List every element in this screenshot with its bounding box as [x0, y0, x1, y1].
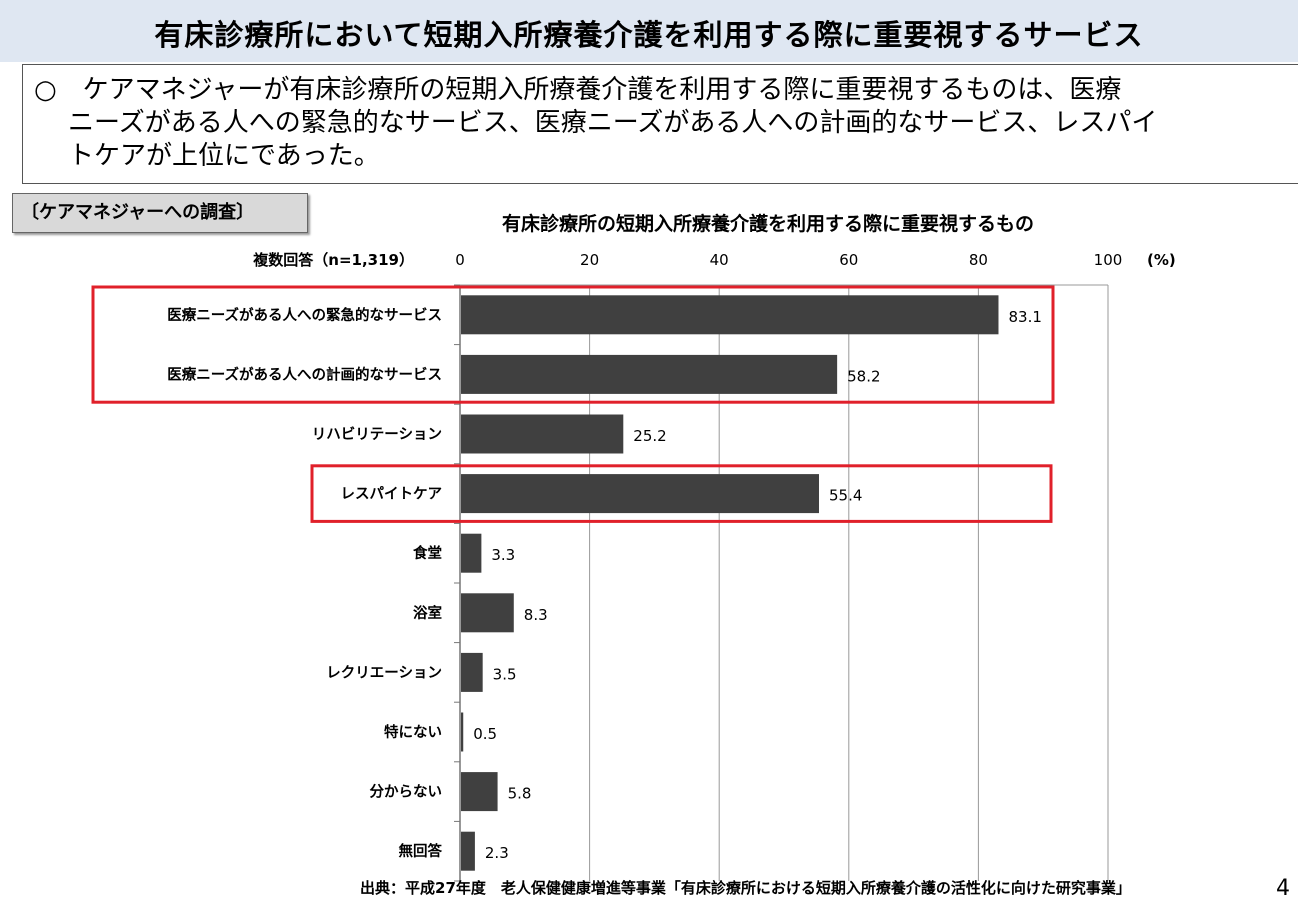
category-label: 食堂 [413, 544, 442, 562]
category-label: 分からない [370, 784, 443, 801]
source-citation: 出典：平成27年度 老人保健健康増進等事業「有床診療所における短期入所療養介護の… [360, 879, 1131, 897]
data-label: 55.4 [829, 487, 862, 505]
data-label: 5.8 [508, 785, 532, 803]
summary-line-2: ニーズがある人への緊急的なサービス、医療ニーズがある人への計画的なサービス、レス… [68, 108, 1158, 138]
highlight-frame [91, 285, 1055, 404]
category-label: レスパイトケア [341, 486, 443, 503]
header-band [0, 0, 1298, 62]
data-label: 8.3 [524, 606, 548, 624]
category-label: レクリエーション [326, 664, 442, 681]
data-label: 3.3 [491, 546, 515, 564]
x-tick-label: 0 [455, 251, 465, 269]
category-label: 医療ニーズがある人への緊急的なサービス [167, 306, 442, 324]
x-tick-label: 60 [839, 251, 858, 269]
response-note: 複数回答（n=1,319） [252, 251, 414, 269]
category-label: 浴室 [413, 604, 442, 622]
x-tick-label: 20 [580, 251, 599, 269]
summary-line-3: トケアが上位にであった。 [68, 141, 380, 171]
bar [461, 831, 475, 871]
x-tick-label: 80 [969, 251, 988, 269]
bar [461, 533, 482, 573]
bar [461, 772, 498, 812]
survey-label: 〔ケアマネジャーへの調査〕 [12, 193, 308, 233]
category-label: 医療ニーズがある人への計画的なサービス [167, 365, 442, 383]
highlight-frame [310, 464, 1053, 523]
page-title: 有床診療所において短期入所療養介護を利用する際に重要視するサービス [154, 18, 1144, 52]
data-label: 58.2 [847, 367, 880, 385]
bar [461, 652, 483, 692]
data-label: 2.3 [485, 844, 509, 862]
bar [461, 354, 838, 394]
bar [461, 712, 464, 752]
category-label: 無回答 [399, 842, 443, 860]
chart-title: 有床診療所の短期入所療養介護を利用する際に重要視するもの [502, 212, 1034, 235]
x-tick-label: 40 [710, 251, 729, 269]
category-label: 特にない [384, 723, 442, 741]
bar [461, 414, 624, 454]
data-label: 3.5 [493, 665, 517, 683]
page-number: 4 [1276, 876, 1290, 901]
summary-line-1: ○ ケアマネジャーが有床診療所の短期入所療養介護を利用する際に重要視するものは、… [34, 75, 1122, 105]
bar [461, 474, 819, 514]
summary-box [22, 64, 1298, 184]
category-label: リハビリテーション [312, 426, 442, 443]
data-label: 25.2 [633, 427, 666, 445]
bar [461, 593, 514, 633]
data-label: 83.1 [1008, 308, 1041, 326]
unit-label: (%) [1147, 251, 1176, 269]
data-label: 0.5 [473, 725, 497, 743]
bar [461, 295, 999, 335]
summary-text: ○ ケアマネジャーが有床診療所の短期入所療養介護を利用する際に重要視するものは、… [34, 74, 1274, 173]
x-tick-label: 100 [1094, 251, 1123, 269]
